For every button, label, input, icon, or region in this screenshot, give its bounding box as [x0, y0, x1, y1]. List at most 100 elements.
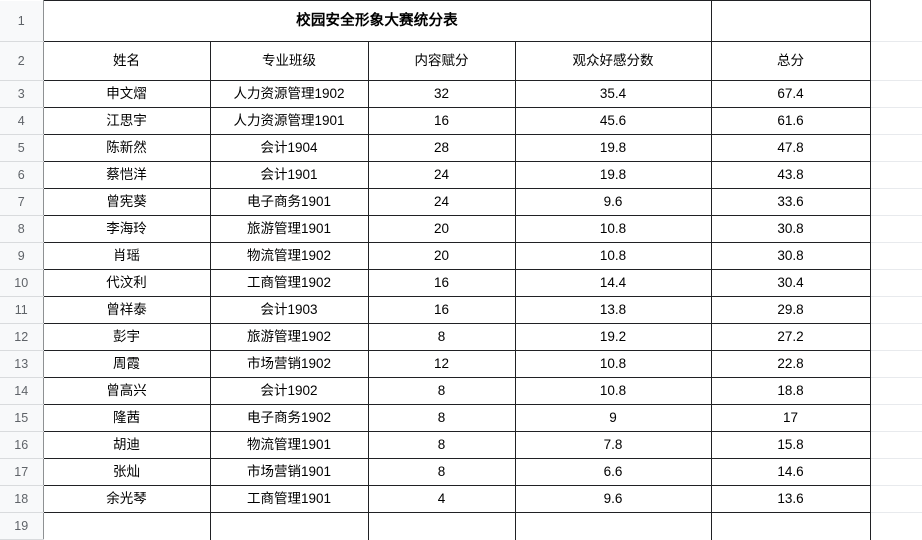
cell-audience-score[interactable]: 13.8	[514, 296, 712, 324]
cell-content-score[interactable]: 20	[367, 242, 516, 270]
cell-major-class[interactable]: 旅游管理1901	[209, 215, 369, 243]
cell-content-score[interactable]: 28	[367, 134, 516, 162]
row-header-17[interactable]: 17	[0, 458, 44, 486]
cell-audience-score[interactable]: 10.8	[514, 242, 712, 270]
cell-audience-score[interactable]: 9.6	[514, 188, 712, 216]
cell-audience-score[interactable]: 10.8	[514, 350, 712, 378]
cell-content-score[interactable]: 16	[367, 269, 516, 297]
row-header-18[interactable]: 18	[0, 485, 44, 513]
cell-content-score[interactable]: 8	[367, 323, 516, 351]
cell-content-score[interactable]	[367, 512, 516, 540]
column-header-content-score[interactable]: 内容赋分	[367, 41, 516, 81]
cell-name[interactable]: 代汶利	[42, 269, 211, 297]
row-header-14[interactable]: 14	[0, 377, 44, 405]
cell-content-score[interactable]: 16	[367, 296, 516, 324]
row-header-2[interactable]: 2	[0, 41, 44, 81]
page-title[interactable]: 校园安全形象大赛统分表	[42, 0, 712, 42]
cell-total-score[interactable]: 30.8	[710, 242, 871, 270]
cell-name[interactable]	[42, 512, 211, 540]
cell-audience-score[interactable]: 35.4	[514, 80, 712, 108]
cell-total-score[interactable]: 27.2	[710, 323, 871, 351]
cell-total-score[interactable]: 13.6	[710, 485, 871, 513]
cell-content-score[interactable]: 32	[367, 80, 516, 108]
cell-major-class[interactable]: 人力资源管理1902	[209, 80, 369, 108]
row-header-7[interactable]: 7	[0, 188, 44, 216]
cell-name[interactable]: 周霞	[42, 350, 211, 378]
column-header-audience-score[interactable]: 观众好感分数	[514, 41, 712, 81]
cell-name[interactable]: 曾宪葵	[42, 188, 211, 216]
cell-content-score[interactable]: 8	[367, 458, 516, 486]
cell-total-score[interactable]: 33.6	[710, 188, 871, 216]
column-header-name[interactable]: 姓名	[42, 41, 211, 81]
cell-audience-score[interactable]: 9.6	[514, 485, 712, 513]
cell-major-class[interactable]: 电子商务1901	[209, 188, 369, 216]
cell-name[interactable]: 李海玲	[42, 215, 211, 243]
cell-content-score[interactable]: 8	[367, 404, 516, 432]
cell-name[interactable]: 彭宇	[42, 323, 211, 351]
cell-audience-score[interactable]: 19.2	[514, 323, 712, 351]
cell-audience-score[interactable]: 10.8	[514, 377, 712, 405]
cell-total-score[interactable]: 29.8	[710, 296, 871, 324]
cell-audience-score[interactable]: 19.8	[514, 161, 712, 189]
cell-total-score[interactable]: 61.6	[710, 107, 871, 135]
row-header-15[interactable]: 15	[0, 404, 44, 432]
cell-total-score[interactable]: 47.8	[710, 134, 871, 162]
cell-total-score[interactable]	[710, 512, 871, 540]
cell-content-score[interactable]: 16	[367, 107, 516, 135]
cell-audience-score[interactable]: 6.6	[514, 458, 712, 486]
row-header-19[interactable]: 19	[0, 512, 44, 540]
cell-name[interactable]: 张灿	[42, 458, 211, 486]
cell-major-class[interactable]: 会计1904	[209, 134, 369, 162]
row-header-10[interactable]: 10	[0, 269, 44, 297]
row-header-1[interactable]: 1	[0, 0, 44, 42]
cell-name[interactable]: 曾祥泰	[42, 296, 211, 324]
cell-content-score[interactable]: 4	[367, 485, 516, 513]
cell-name[interactable]: 隆茜	[42, 404, 211, 432]
row-header-11[interactable]: 11	[0, 296, 44, 324]
cell-major-class[interactable]: 人力资源管理1901	[209, 107, 369, 135]
row-header-6[interactable]: 6	[0, 161, 44, 189]
cell-content-score[interactable]: 8	[367, 431, 516, 459]
cell-total-score[interactable]: 18.8	[710, 377, 871, 405]
cell-name[interactable]: 余光琴	[42, 485, 211, 513]
cell-name[interactable]: 陈新然	[42, 134, 211, 162]
cell-major-class[interactable]: 电子商务1902	[209, 404, 369, 432]
cell-content-score[interactable]: 24	[367, 188, 516, 216]
cell-total-score[interactable]: 14.6	[710, 458, 871, 486]
row-header-9[interactable]: 9	[0, 242, 44, 270]
cell-total-score[interactable]: 67.4	[710, 80, 871, 108]
cell-name[interactable]: 江思宇	[42, 107, 211, 135]
cell-major-class[interactable]: 物流管理1902	[209, 242, 369, 270]
cell-audience-score[interactable]: 10.8	[514, 215, 712, 243]
cell-major-class[interactable]	[209, 512, 369, 540]
cell-total-score[interactable]: 30.8	[710, 215, 871, 243]
cell-major-class[interactable]: 工商管理1902	[209, 269, 369, 297]
cell-audience-score[interactable]	[514, 512, 712, 540]
row-header-12[interactable]: 12	[0, 323, 44, 351]
cell-content-score[interactable]: 24	[367, 161, 516, 189]
cell-name[interactable]: 申文熠	[42, 80, 211, 108]
cell-major-class[interactable]: 工商管理1901	[209, 485, 369, 513]
cell-major-class[interactable]: 市场营销1901	[209, 458, 369, 486]
cell-content-score[interactable]: 20	[367, 215, 516, 243]
cell-major-class[interactable]: 物流管理1901	[209, 431, 369, 459]
cell-content-score[interactable]: 12	[367, 350, 516, 378]
cell-audience-score[interactable]: 19.8	[514, 134, 712, 162]
row-header-16[interactable]: 16	[0, 431, 44, 459]
cell-name[interactable]: 曾高兴	[42, 377, 211, 405]
column-header-total-score[interactable]: 总分	[710, 41, 871, 81]
cell-name[interactable]: 胡迪	[42, 431, 211, 459]
row-header-8[interactable]: 8	[0, 215, 44, 243]
cell-name[interactable]: 蔡恺洋	[42, 161, 211, 189]
cell-audience-score[interactable]: 45.6	[514, 107, 712, 135]
cell-content-score[interactable]: 8	[367, 377, 516, 405]
row-header-4[interactable]: 4	[0, 107, 44, 135]
cell-total-score[interactable]: 30.4	[710, 269, 871, 297]
row-header-13[interactable]: 13	[0, 350, 44, 378]
cell-major-class[interactable]: 会计1901	[209, 161, 369, 189]
cell-total-score[interactable]: 17	[710, 404, 871, 432]
cell-audience-score[interactable]: 9	[514, 404, 712, 432]
title-row-trailing-cell[interactable]	[710, 0, 871, 42]
